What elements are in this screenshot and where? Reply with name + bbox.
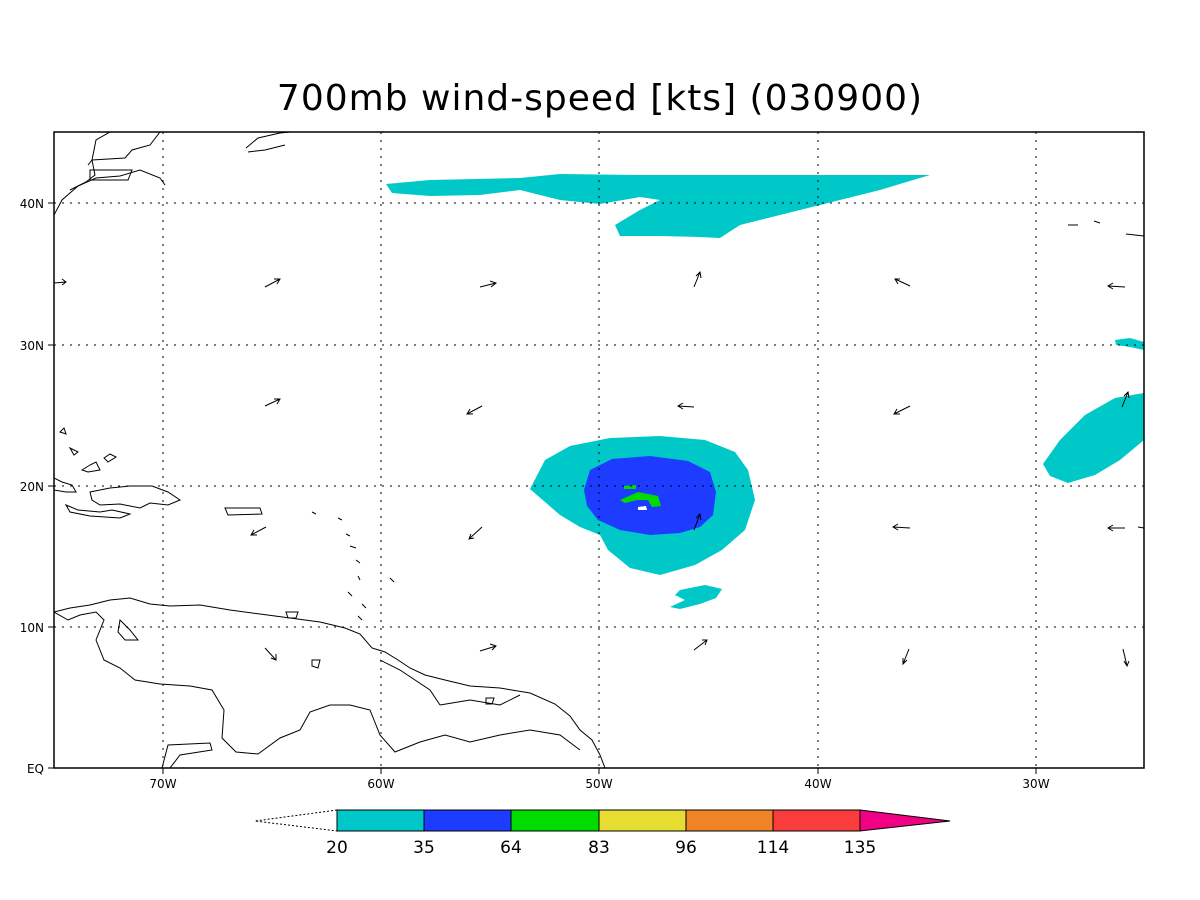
wind-arrow <box>677 402 695 410</box>
wind-arrow <box>1107 524 1125 532</box>
legend-swatch <box>685 809 774 832</box>
wind-arrow <box>894 278 911 287</box>
lat-label: 10N <box>20 621 44 635</box>
color-legend: 20 35 64 83 96 114 135 <box>254 809 951 858</box>
lat-label: 20N <box>20 480 44 494</box>
shade-64-storm <box>620 492 661 507</box>
legend-label: 83 <box>588 838 610 858</box>
lon-label: 50W <box>585 777 612 791</box>
wind-vectors <box>53 270 1145 668</box>
legend-label: 135 <box>844 838 876 858</box>
wind-arrow <box>264 647 277 661</box>
wind-arrow <box>892 523 911 531</box>
wind-arrow <box>1107 282 1126 290</box>
legend-swatch <box>510 809 600 832</box>
shade-20-east <box>1043 393 1144 483</box>
shade-20-east-small <box>1115 338 1144 350</box>
lon-axis-labels: 70W 60W 50W 40W 30W <box>149 777 1049 791</box>
wind-arrow <box>1137 526 1145 529</box>
wind-arrow <box>466 405 483 415</box>
wind-speed-shading <box>386 174 1144 609</box>
wind-arrow <box>264 278 281 288</box>
wind-arrow <box>693 512 702 531</box>
shade-20-south <box>670 585 722 609</box>
lon-label: 40W <box>804 777 831 791</box>
wind-arrow <box>250 526 267 536</box>
wind-arrow <box>1122 648 1130 668</box>
legend-label: 96 <box>675 838 697 858</box>
wind-arrow <box>902 648 910 666</box>
wind-arrow <box>893 405 911 415</box>
lat-label: 30N <box>20 339 44 353</box>
lon-label: 30W <box>1022 777 1049 791</box>
legend-label: 35 <box>413 838 435 858</box>
legend-label: 20 <box>326 838 348 858</box>
legend-label: 114 <box>757 838 789 858</box>
wind-arrow <box>479 280 498 288</box>
legend-lower-triangle <box>254 809 338 832</box>
lat-label: EQ <box>27 762 44 776</box>
coastlines <box>54 132 1144 768</box>
legend-swatch <box>336 809 425 832</box>
legend-upper-triangle <box>859 809 951 832</box>
wind-arrow <box>468 526 483 540</box>
legend-swatch <box>598 809 687 832</box>
lon-label: 60W <box>367 777 394 791</box>
graticule <box>54 132 1144 768</box>
shade-eye <box>638 506 647 510</box>
lat-axis-labels: 40N 30N 20N 10N EQ <box>20 197 44 776</box>
legend-swatch <box>772 809 861 832</box>
shade-64-storm-dot <box>624 485 636 489</box>
wind-arrow <box>693 639 708 651</box>
lat-label: 40N <box>20 197 44 211</box>
legend-swatch <box>423 809 512 832</box>
wind-arrow <box>479 643 497 652</box>
wind-arrow <box>1121 390 1130 408</box>
wind-arrow <box>53 278 67 286</box>
shade-20-north <box>386 174 930 238</box>
map-title: 700mb wind-speed [kts] (030900) <box>276 78 924 119</box>
legend-label: 64 <box>500 838 522 858</box>
tick-marks <box>48 202 1037 774</box>
wind-arrow <box>264 398 281 407</box>
wind-arrow <box>693 270 702 288</box>
lon-label: 70W <box>149 777 176 791</box>
